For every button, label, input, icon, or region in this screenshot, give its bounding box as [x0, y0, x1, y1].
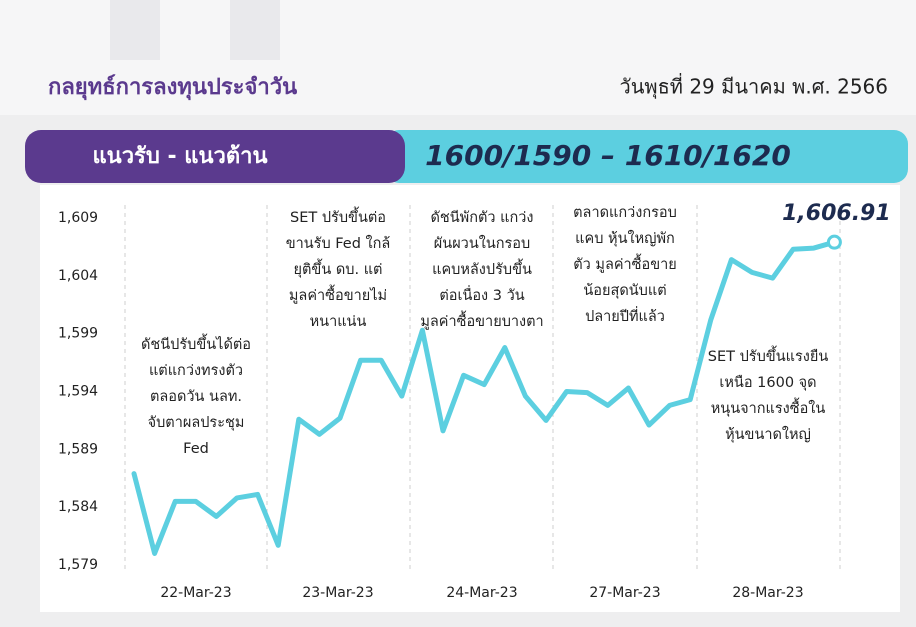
annotation: ตลอดวัน นลท. — [150, 389, 242, 405]
y-tick-label: 1,599 — [58, 326, 98, 342]
banner-label: แนวรับ - แนวต้าน — [92, 144, 267, 169]
decor — [230, 0, 280, 60]
annotation: Fed — [183, 441, 209, 457]
decor — [110, 0, 160, 60]
annotation: ผันผวนในกรอบ — [434, 234, 530, 252]
y-tick-label: 1,594 — [58, 384, 98, 400]
annotation: ดัชนีพักตัว แกว่ง — [430, 209, 533, 226]
annotation: จับตาผลประชุม — [148, 415, 245, 431]
separators — [124, 205, 841, 570]
annotation: หุ้นขนาดใหญ่ — [725, 425, 811, 443]
annotation: แต่แกว่งทรงตัว — [149, 363, 243, 379]
annotation: มูลค่าซื้อขายบางตา — [420, 310, 543, 330]
y-tick-label: 1,584 — [58, 499, 98, 515]
y-tick-label: 1,579 — [58, 557, 98, 573]
panel — [40, 185, 900, 612]
y-tick-label: 1,609 — [58, 210, 98, 226]
title: กลยุทธ์การลงทุนประจำวัน — [48, 74, 297, 101]
y-tick-label: 1,604 — [58, 268, 98, 284]
annotation: หนุนจากแรงซื้อใน — [711, 397, 826, 417]
banner-levels: 1600/1590 – 1610/1620 — [425, 139, 791, 172]
annotation: ต่อเนื่อง 3 วัน — [439, 285, 524, 304]
x-tick-label: 24-Mar-23 — [446, 585, 517, 601]
annotation: ขานรับ Fed ใกล้ — [286, 234, 391, 252]
price-line — [131, 239, 837, 556]
x-tick-label: 23-Mar-23 — [302, 585, 373, 601]
banner-left — [25, 130, 405, 183]
annotation: ปลายปีที่แล้ว — [585, 306, 665, 325]
annotation: น้อยสุดนับแต่ — [583, 282, 666, 299]
annotation: หนาแน่น — [310, 314, 367, 330]
y-tick-label: 1,589 — [58, 441, 98, 457]
annotation: SET ปรับขึ้นแรงยืน — [708, 345, 829, 365]
annotation: ตลาดแกว่งกรอบ — [573, 205, 677, 221]
value-label: 1,606.91 — [782, 201, 891, 226]
banner-right — [385, 130, 908, 183]
annotation: แคบหลังปรับขึ้น — [432, 258, 532, 278]
x-tick-label: 27-Mar-23 — [589, 585, 660, 601]
annotation: SET ปรับขึ้นต่อ — [290, 206, 386, 226]
annotation: เหนือ 1600 จุด — [719, 374, 816, 391]
date: วันพุธที่ 29 มีนาคม พ.ศ. 2566 — [620, 73, 889, 100]
annotation: ตัว มูลค่าซื้อขาย — [573, 253, 677, 273]
last-point — [826, 234, 842, 250]
x-tick-label: 28-Mar-23 — [732, 585, 803, 601]
annotation: แคบ หุ้นใหญ่พัก — [575, 229, 675, 247]
annotation: ยุติขึ้น ดบ. แต่ — [294, 258, 383, 278]
annotation: มูลค่าซื้อขายไม่ — [289, 284, 387, 304]
annotation: ดัชนีปรับขึ้นได้ต่อ — [141, 333, 251, 353]
x-tick-label: 22-Mar-23 — [160, 585, 231, 601]
